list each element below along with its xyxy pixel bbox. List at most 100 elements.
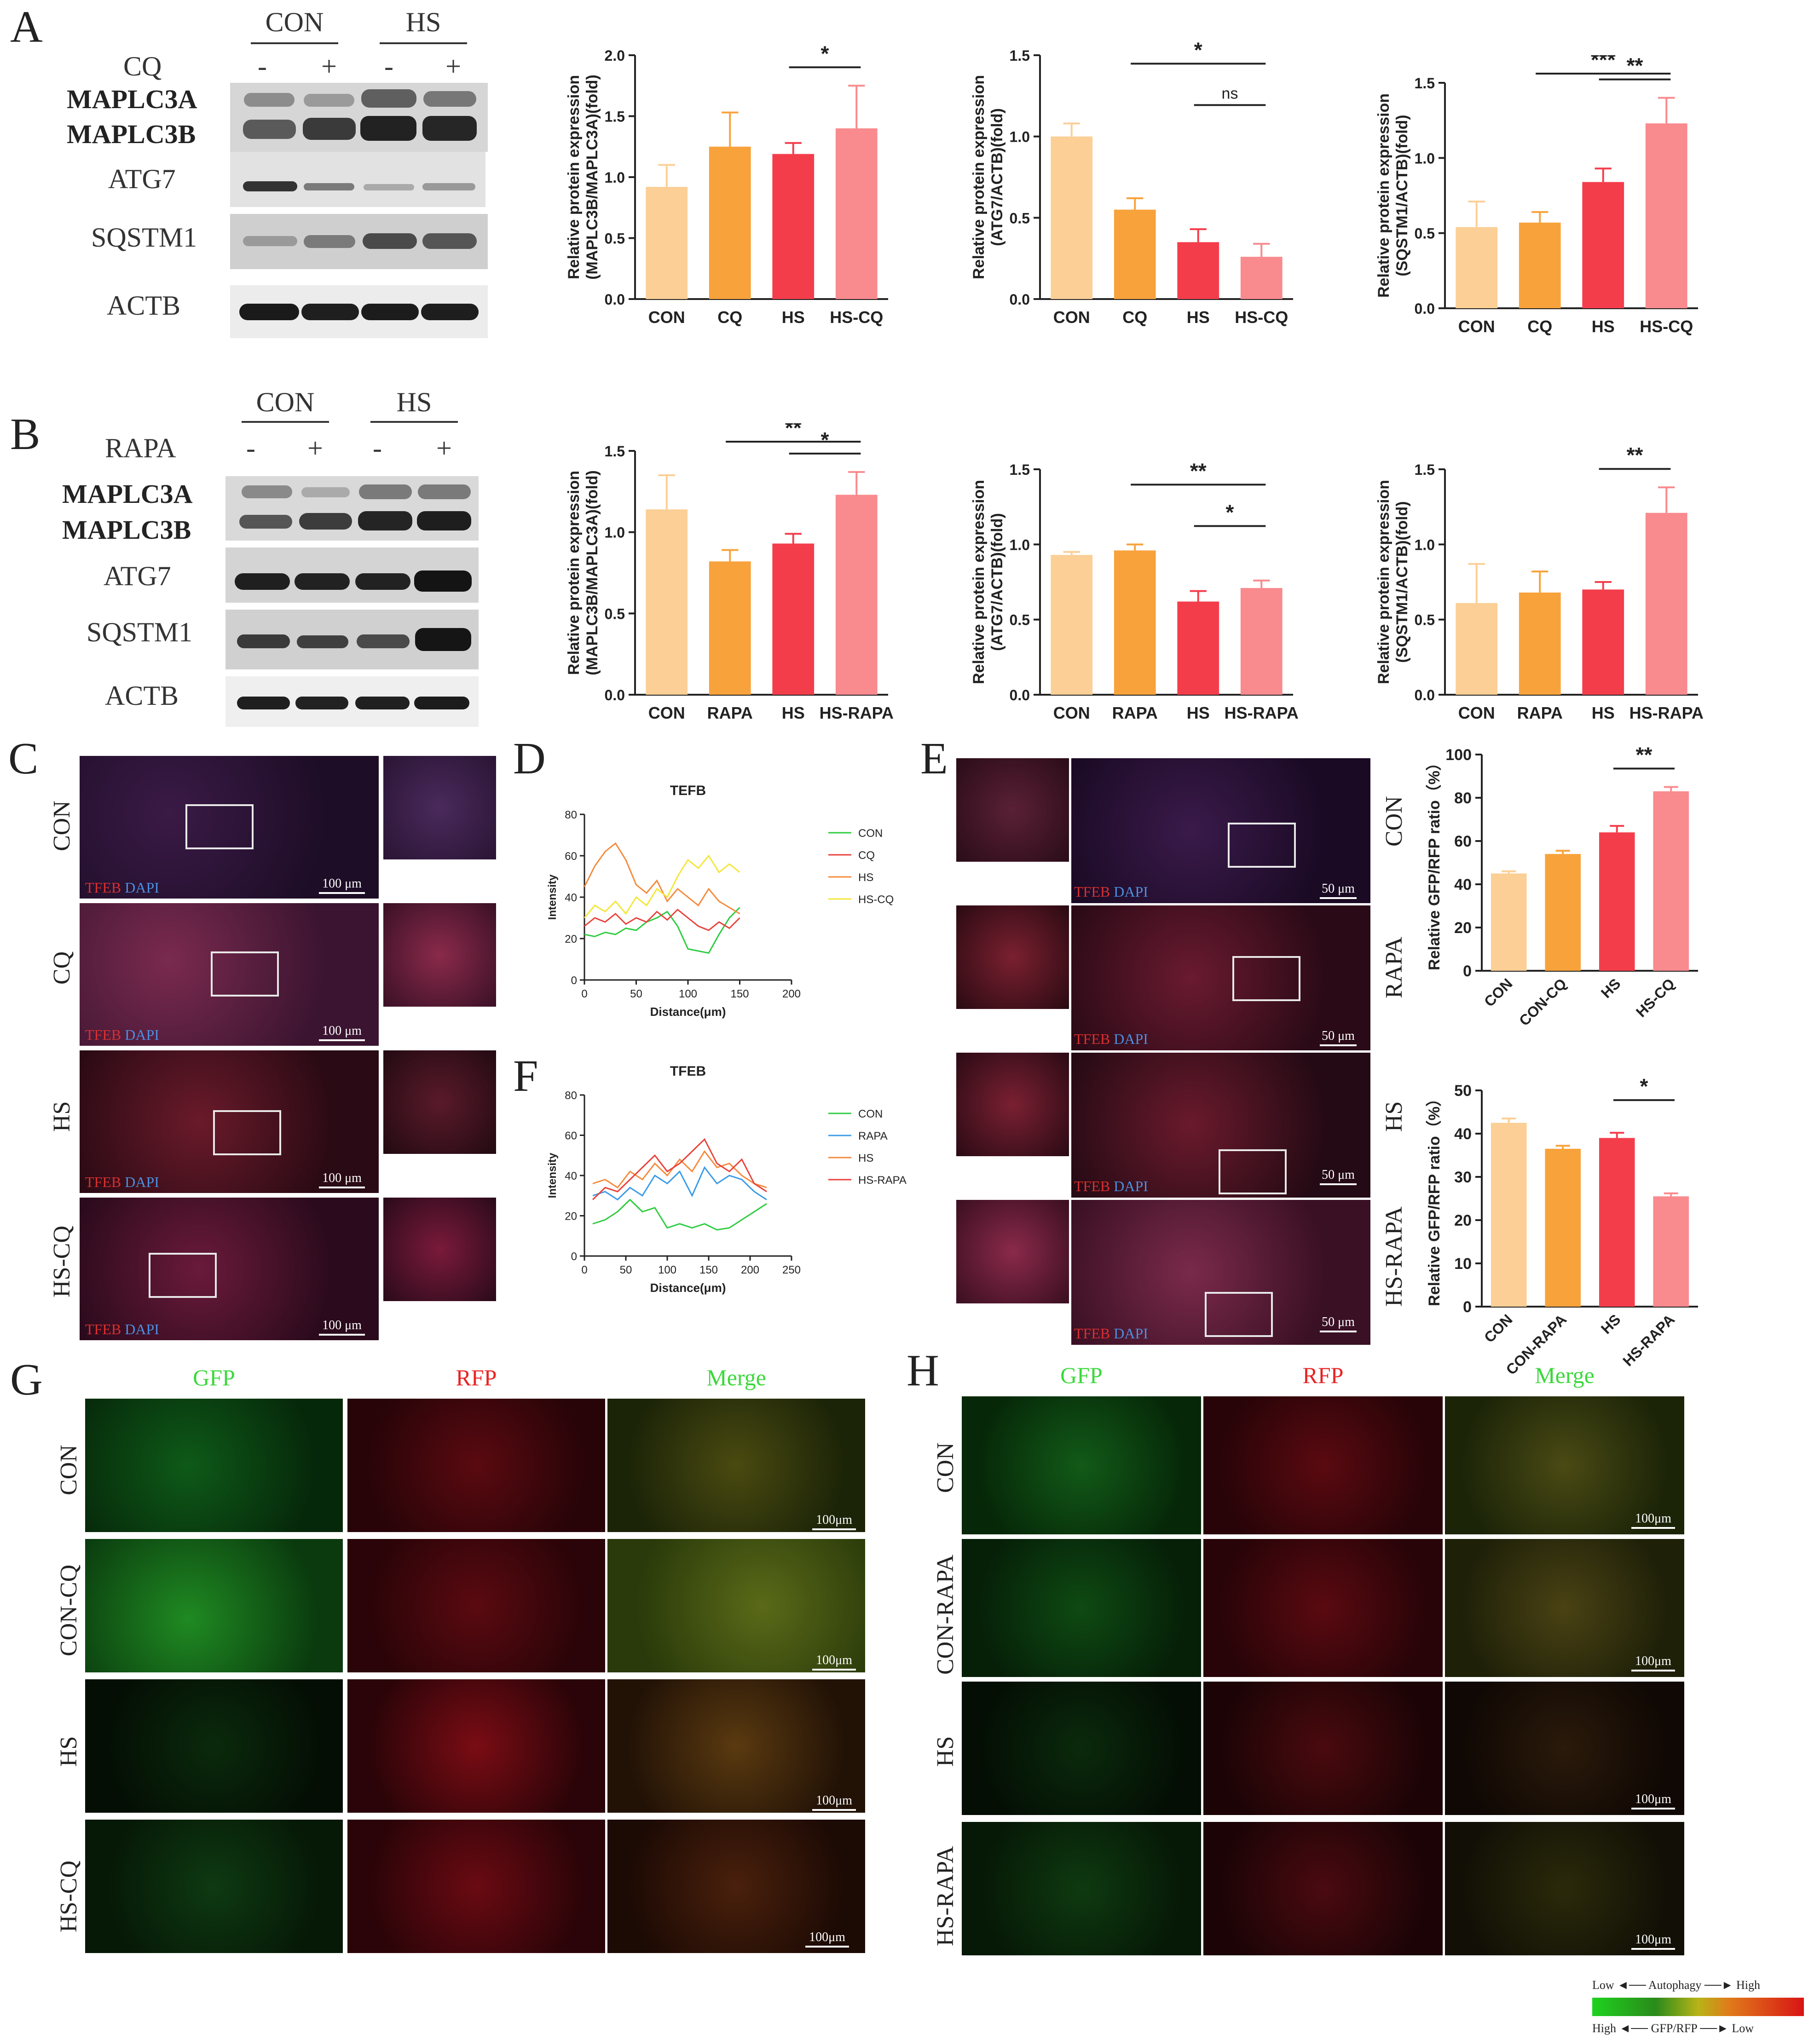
x-tick-label: HS-RAPA (820, 703, 894, 722)
series-line (584, 854, 740, 918)
panel-g-merge-hs: 100μm (607, 1679, 865, 1813)
stain-label-red: TFEB (85, 1174, 121, 1190)
y-tick-label: 0.5 (1415, 612, 1435, 628)
x-tick-label: HS (1592, 317, 1615, 336)
x-tick-label: CQ (717, 308, 742, 327)
stain-label-red: TFEB (1074, 1031, 1110, 1047)
significance-label: ** (1190, 459, 1207, 483)
stain-label-red: TFEB (1074, 1178, 1110, 1194)
stain-label-blue: DAPI (125, 1026, 159, 1043)
y-tick-label: 1.0 (1010, 536, 1030, 553)
legend-label: CON (858, 1108, 883, 1120)
significance-label: * (1226, 500, 1234, 524)
x-tick-label: HS-CQ (1640, 317, 1693, 336)
blot-a-lc3-membrane (230, 83, 488, 152)
panel-h-row-label: CON-RAPA (932, 1554, 959, 1675)
chart-title: TEFB (670, 783, 706, 798)
x-tick-label: 150 (730, 988, 749, 1000)
panel-h-gfp-hsrapa (962, 1822, 1201, 1955)
panel-c-image-cq: 100 μm TFEB DAPI (78, 902, 380, 1047)
significance-label: ns (1222, 85, 1238, 102)
x-tick-label: HS-RAPA (1629, 703, 1704, 722)
panel-g-merge-concq: 100μm (607, 1539, 865, 1672)
panel-e-row-label: RAPA (1381, 937, 1407, 998)
y-tick-label: 40 (1454, 876, 1472, 893)
panel-g-channel-merge: Merge (706, 1365, 766, 1390)
significance-label: ** (1636, 743, 1652, 767)
y-tick-label: 1.0 (605, 524, 625, 541)
y-tick-label: 0.0 (1010, 291, 1030, 308)
panel-g-row-label: CON-CQ (56, 1564, 82, 1656)
bar (1545, 1148, 1581, 1307)
y-axis-label: Relative protein expression (565, 75, 583, 279)
y-tick-label: 1.0 (1415, 536, 1435, 553)
panel-e-image-hsrapa: 50 μm TFEB DAPI (1070, 1199, 1372, 1346)
blot-b-sign: - (373, 433, 382, 463)
bar (1051, 136, 1093, 299)
significance-label: *** (1591, 55, 1616, 72)
bar (1240, 257, 1283, 299)
blot-a-row-label: SQSTM1 (91, 222, 197, 253)
x-axis-label: Distance(μm) (650, 1005, 726, 1019)
bar (835, 128, 878, 299)
legend-label: CON (858, 827, 883, 840)
bar (1114, 550, 1156, 695)
y-tick-label: 0.5 (1010, 612, 1030, 628)
panel-letter-b: B (10, 409, 40, 459)
blot-a-sign: + (321, 51, 337, 81)
legend-gradient-bar (1592, 1998, 1804, 2016)
scale-label: 100μm (1635, 1654, 1671, 1668)
blot-a-sign: + (445, 51, 461, 81)
x-tick-label: 200 (782, 988, 801, 1000)
bar (709, 146, 751, 299)
panel-g-rfp-hscq (347, 1820, 605, 1953)
y-tick-label: 40 (1454, 1125, 1472, 1143)
panel-e-row-label: HS-RAPA (1381, 1206, 1407, 1307)
x-tick-label: CON (1053, 308, 1090, 327)
y-axis-label: Relative protein expression (565, 471, 583, 675)
stain-label-blue: DAPI (1114, 883, 1148, 900)
panel-e-zoom-con (955, 757, 1070, 863)
y-tick-label: 60 (1454, 833, 1472, 850)
x-tick-label: CON (1481, 1311, 1516, 1346)
scale-label: 100μm (1635, 1932, 1671, 1947)
stain-label-blue: DAPI (1114, 1178, 1148, 1194)
blot-b-lc3-membrane (225, 476, 479, 541)
bar-chart-b3: 0.0 0.5 1.0 1.5 CON RAPA HS HS-RAPA ** Relative p… (1375, 443, 1704, 722)
bar (1177, 242, 1219, 299)
y-tick-label: 1.5 (1415, 461, 1435, 478)
panel-letter-e: E (920, 734, 948, 784)
panel-e-row-label: HS (1381, 1101, 1407, 1132)
series-line (584, 908, 740, 931)
panel-c-zoom-con (382, 755, 497, 861)
panel-h-rfp-hsrapa (1203, 1822, 1443, 1955)
y-tick-label: 0.0 (605, 291, 625, 308)
series-line (592, 1166, 767, 1201)
y-tick-label: 40 (565, 1170, 577, 1182)
y-tick-label: 10 (1454, 1255, 1472, 1273)
panel-e-zoom-hs (955, 1051, 1070, 1158)
panel-letter-d: D (513, 734, 546, 784)
y-axis-label: (MAPLC3B/MAPLC3A)(fold) (584, 75, 601, 280)
significance-label: * (821, 428, 829, 452)
panel-g-channel-gfp: GFP (193, 1365, 235, 1390)
x-tick-label: HS-CQ (830, 308, 883, 327)
bar (1491, 873, 1527, 971)
panel-c-image-hs: 100 μm TFEB DAPI (78, 1049, 380, 1194)
y-tick-label: 1.5 (1010, 461, 1030, 478)
x-tick-label: CON (648, 703, 685, 722)
blot-b-row-label: ACTB (105, 680, 179, 711)
scale-label: 100 μm (322, 1171, 362, 1185)
panel-e-zoom-rapa (955, 904, 1070, 1010)
legend-high: High (1736, 1978, 1760, 1992)
y-tick-label: 60 (565, 850, 577, 863)
x-tick-label: CON (1458, 703, 1495, 722)
y-axis-label: (SQSTM1/ACTB)(fold) (1393, 501, 1411, 663)
y-tick-label: 0.0 (1415, 300, 1435, 317)
stain-label-blue: DAPI (125, 1174, 159, 1190)
panel-c-zoom-hscq (382, 1196, 497, 1302)
stain-label-red: TFEB (85, 879, 121, 896)
bar (1653, 791, 1689, 971)
panel-g-row-label: CON (56, 1445, 82, 1495)
blot-b-treatment: RAPA (105, 433, 176, 463)
